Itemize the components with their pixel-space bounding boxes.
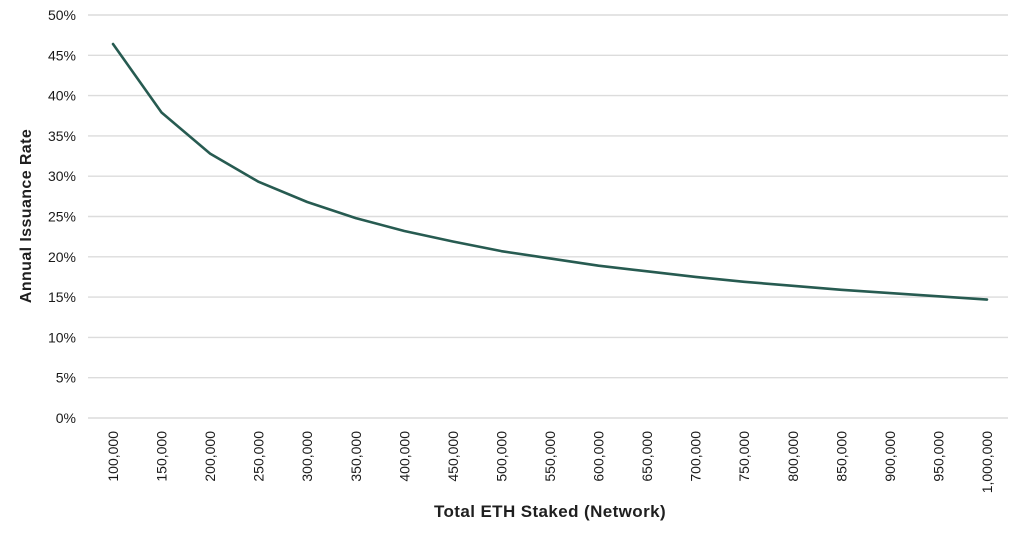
x-tick-label: 1,000,000 [979, 431, 995, 493]
y-tick-label: 10% [48, 329, 76, 345]
x-tick-label: 350,000 [348, 431, 364, 482]
y-axis-title: Annual Issuance Rate [18, 128, 35, 304]
x-tick-label: 850,000 [833, 431, 849, 482]
series-line [111, 42, 989, 301]
y-tick-label: 5% [56, 370, 76, 386]
y-tick-label: 40% [48, 88, 76, 104]
y-tick-label: 45% [48, 47, 76, 63]
x-tick-label: 750,000 [736, 431, 752, 482]
x-tick-label: 300,000 [299, 431, 315, 482]
y-tick-label: 20% [48, 249, 76, 265]
x-tick-label: 650,000 [639, 431, 655, 482]
x-tick-label: 500,000 [493, 431, 509, 482]
y-tick-label: 15% [48, 289, 76, 305]
y-tick-label: 35% [48, 128, 76, 144]
y-tick-label: 0% [56, 410, 76, 426]
x-tick-label: 800,000 [785, 431, 801, 482]
x-tick-label: 900,000 [882, 431, 898, 482]
x-axis-title: Total ETH Staked (Network) [433, 502, 667, 521]
x-tick-label: 200,000 [202, 431, 218, 482]
x-tick-label: 150,000 [154, 431, 170, 482]
x-tick-label: 550,000 [542, 431, 558, 482]
y-tick-label: 30% [48, 168, 76, 184]
x-tick-label: 950,000 [930, 431, 946, 482]
y-tick-label: 25% [48, 209, 76, 225]
x-tick-label: 700,000 [688, 431, 704, 482]
x-tick-label: 100,000 [105, 431, 121, 482]
x-tick-label: 600,000 [591, 431, 607, 482]
x-tick-label: 400,000 [396, 431, 412, 482]
y-tick-label: 50% [48, 7, 76, 23]
x-tick-label: 250,000 [251, 431, 267, 482]
x-tick-label: 450,000 [445, 431, 461, 482]
